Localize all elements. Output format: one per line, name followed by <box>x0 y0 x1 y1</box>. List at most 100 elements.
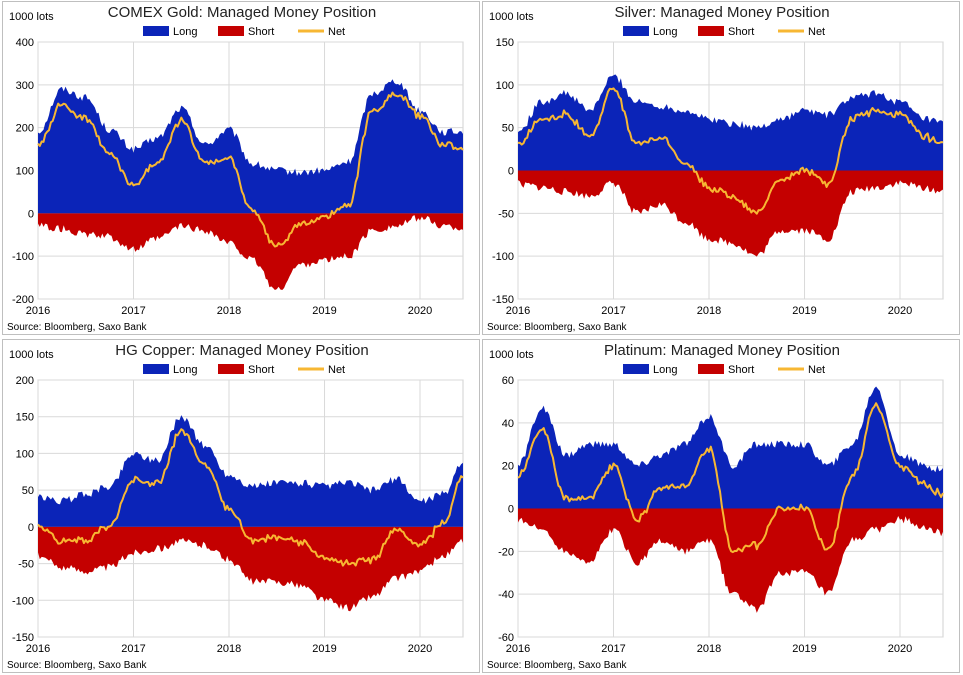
platinum-net-line <box>517 402 944 554</box>
platinum-x-tick-label: 2018 <box>697 643 721 655</box>
silver-y-tick-label: -100 <box>492 251 514 263</box>
gold-x-tick-label: 2020 <box>408 305 432 317</box>
silver-x-tick-label: 2016 <box>506 305 530 317</box>
copper-legend-swatch-long <box>143 364 169 374</box>
platinum-y-tick-label: -20 <box>498 546 514 558</box>
gold-short-area <box>38 213 463 290</box>
platinum-plot-area <box>517 379 944 638</box>
copper-y-tick-label: 50 <box>22 485 34 497</box>
silver-unit-label: 1000 lots <box>489 11 534 23</box>
copper-long-area <box>38 415 463 527</box>
gold-chart-svg: COMEX Gold: Managed Money Position 1000 l… <box>7 4 464 333</box>
gold-y-tick-label: -200 <box>12 294 34 306</box>
copper-x-tick-label: 2018 <box>217 643 241 655</box>
chart-panel-copper: HG Copper: Managed Money Position 1000 lo… <box>2 339 480 673</box>
gold-legend-label-short: Short <box>248 26 274 38</box>
silver-legend-label-long: Long <box>653 26 677 38</box>
platinum-legend-swatch-long <box>623 364 649 374</box>
platinum-x-tick-label: 2019 <box>792 643 816 655</box>
platinum-chart-svg: Platinum: Managed Money Position 1000 lot… <box>487 342 944 671</box>
gold-plot-area <box>37 41 464 300</box>
platinum-y-tick-label: 0 <box>508 504 514 516</box>
platinum-long-area <box>518 386 943 509</box>
copper-net-line <box>37 428 464 567</box>
gold-y-tick-label: -100 <box>12 251 34 263</box>
gold-x-tick-label: 2018 <box>217 305 241 317</box>
platinum-legend-swatch-short <box>698 364 724 374</box>
copper-chart-svg: HG Copper: Managed Money Position 1000 lo… <box>7 342 464 671</box>
gold-y-tick-label: 400 <box>16 37 34 49</box>
silver-chart-title: Silver: Managed Money Position <box>614 4 829 21</box>
silver-x-tick-label: 2019 <box>792 305 816 317</box>
copper-legend-label-long: Long <box>173 364 197 376</box>
platinum-y-tick-label: -40 <box>498 589 514 601</box>
chart-panel-platinum: Platinum: Managed Money Position 1000 lot… <box>482 339 960 673</box>
silver-y-tick-label: 0 <box>508 166 514 178</box>
copper-source-note: Source: Bloomberg, Saxo Bank <box>7 660 148 671</box>
silver-plot-area <box>517 41 944 300</box>
silver-legend-label-short: Short <box>728 26 754 38</box>
platinum-short-area <box>518 508 943 613</box>
copper-unit-label: 1000 lots <box>9 349 54 361</box>
chart-panel-gold: COMEX Gold: Managed Money Position 1000 l… <box>2 1 480 335</box>
gold-x-tick-label: 2019 <box>312 305 336 317</box>
platinum-legend-label-short: Short <box>728 364 754 376</box>
gold-y-tick-label: 100 <box>16 166 34 178</box>
gold-legend-swatch-short <box>218 26 244 36</box>
copper-y-tick-label: -150 <box>12 632 34 644</box>
platinum-y-tick-label: 40 <box>502 418 514 430</box>
copper-y-tick-label: 100 <box>16 448 34 460</box>
copper-y-tick-label: 0 <box>28 522 34 534</box>
copper-x-tick-label: 2017 <box>121 643 145 655</box>
copper-x-tick-label: 2016 <box>26 643 50 655</box>
platinum-y-tick-label: -60 <box>498 632 514 644</box>
gold-legend-label-long: Long <box>173 26 197 38</box>
platinum-y-tick-label: 20 <box>502 461 514 473</box>
silver-y-tick-label: 50 <box>502 123 514 135</box>
silver-y-tick-label: -50 <box>498 208 514 220</box>
silver-net-line <box>517 87 944 215</box>
silver-long-area <box>518 74 943 171</box>
silver-x-tick-label: 2018 <box>697 305 721 317</box>
platinum-source-note: Source: Bloomberg, Saxo Bank <box>487 660 628 671</box>
copper-legend-label-net: Net <box>328 364 345 376</box>
silver-legend-swatch-short <box>698 26 724 36</box>
silver-x-tick-label: 2017 <box>601 305 625 317</box>
copper-y-tick-label: 150 <box>16 412 34 424</box>
gold-net-line <box>37 91 464 248</box>
gold-legend-swatch-long <box>143 26 169 36</box>
copper-short-area <box>38 526 463 612</box>
platinum-x-tick-label: 2017 <box>601 643 625 655</box>
silver-legend-label-net: Net <box>808 26 825 38</box>
copper-legend-label-short: Short <box>248 364 274 376</box>
platinum-y-tick-label: 60 <box>502 375 514 387</box>
copper-plot-area <box>37 379 464 638</box>
platinum-chart-title: Platinum: Managed Money Position <box>604 342 840 359</box>
gold-x-tick-label: 2017 <box>121 305 145 317</box>
gold-y-tick-label: 200 <box>16 123 34 135</box>
copper-y-tick-label: -100 <box>12 595 34 607</box>
copper-y-tick-label: -50 <box>18 559 34 571</box>
silver-legend-swatch-long <box>623 26 649 36</box>
copper-chart-title: HG Copper: Managed Money Position <box>115 342 368 359</box>
gold-legend-label-net: Net <box>328 26 345 38</box>
silver-chart-svg: Silver: Managed Money Position 1000 lots L… <box>487 4 944 333</box>
gold-unit-label: 1000 lots <box>9 11 54 23</box>
platinum-legend-label-long: Long <box>653 364 677 376</box>
copper-y-tick-label: 200 <box>16 375 34 387</box>
gold-x-tick-label: 2016 <box>26 305 50 317</box>
gold-y-tick-label: 300 <box>16 80 34 92</box>
silver-y-tick-label: 150 <box>496 37 514 49</box>
gold-chart-title: COMEX Gold: Managed Money Position <box>108 4 376 21</box>
gold-y-tick-label: 0 <box>28 208 34 220</box>
silver-short-area <box>518 170 943 257</box>
platinum-unit-label: 1000 lots <box>489 349 534 361</box>
platinum-x-tick-label: 2020 <box>888 643 912 655</box>
silver-source-note: Source: Bloomberg, Saxo Bank <box>487 322 628 333</box>
gold-source-note: Source: Bloomberg, Saxo Bank <box>7 322 148 333</box>
chart-panel-silver: Silver: Managed Money Position 1000 lots L… <box>482 1 960 335</box>
silver-y-tick-label: -150 <box>492 294 514 306</box>
platinum-legend-label-net: Net <box>808 364 825 376</box>
copper-legend-swatch-short <box>218 364 244 374</box>
copper-x-tick-label: 2019 <box>312 643 336 655</box>
